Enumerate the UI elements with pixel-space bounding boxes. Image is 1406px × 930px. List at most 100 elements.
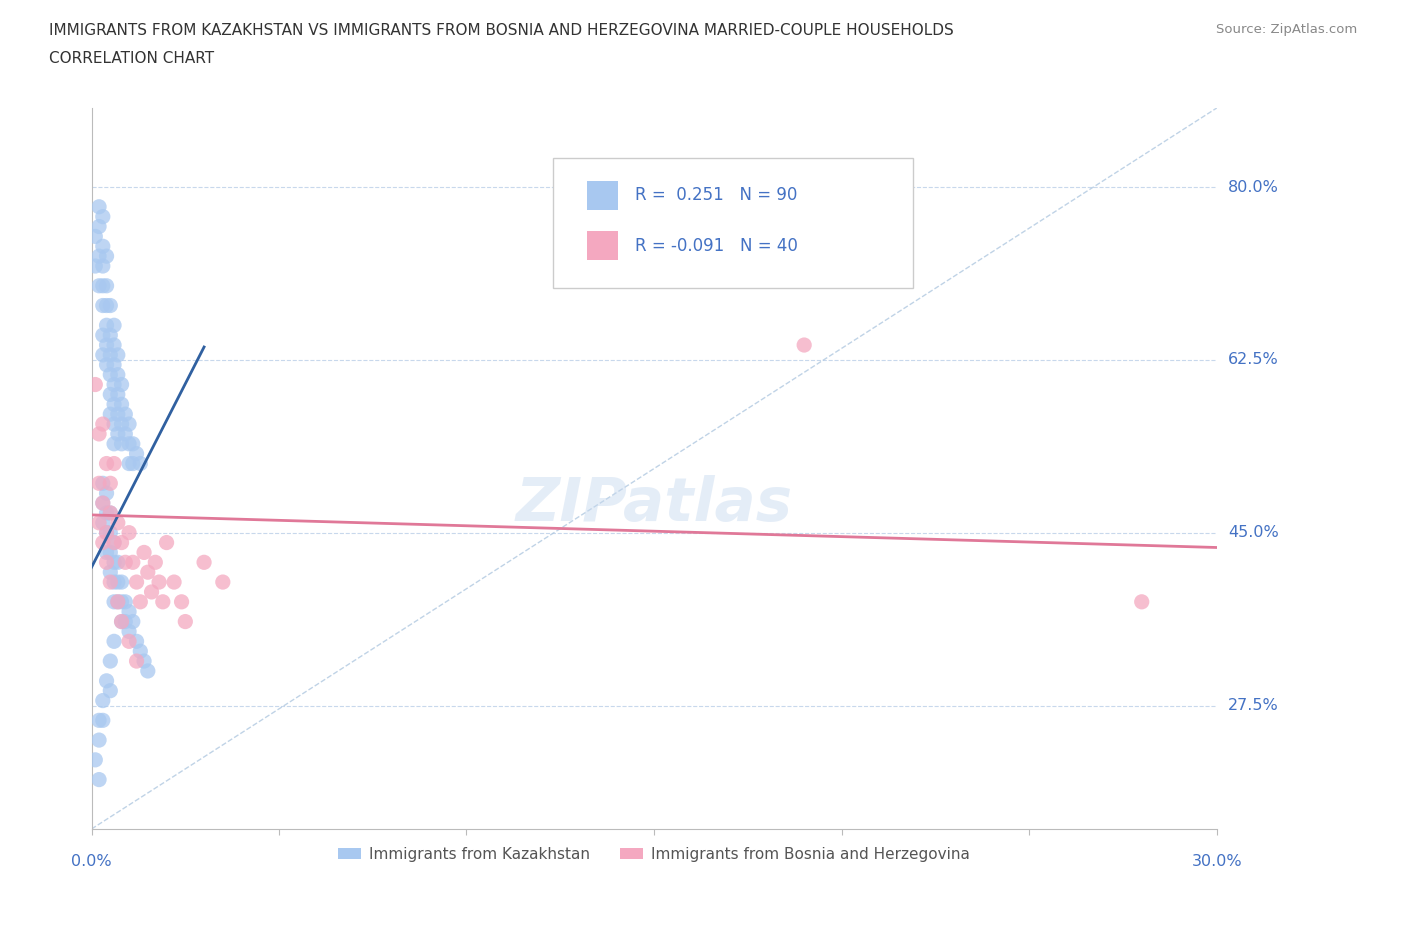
Text: 80.0%: 80.0% [1227,179,1279,194]
Point [98,348,121,363]
Point [91,348,114,363]
Point [91,239,114,254]
Point [121,614,143,629]
Point [103,417,125,432]
Point [103,377,125,392]
Point [107,387,129,402]
Point [118,525,141,540]
Point [121,555,143,570]
Text: 30.0%: 30.0% [1191,854,1241,869]
Point [96,456,118,471]
Point [84,377,107,392]
FancyBboxPatch shape [553,158,912,288]
Text: 45.0%: 45.0% [1227,525,1278,540]
Point [174,614,197,629]
Point [84,259,107,273]
Point [148,575,170,590]
Point [96,525,118,540]
Text: ZIPatlas: ZIPatlas [516,475,793,534]
Point [107,348,129,363]
Point [98,387,121,402]
Point [110,417,132,432]
Point [114,594,136,609]
Point [103,338,125,352]
Point [98,575,121,590]
Point [96,299,118,313]
Point [91,417,114,432]
Point [103,357,125,372]
Point [96,555,118,570]
Point [98,506,121,521]
Point [103,575,125,590]
Point [132,545,155,560]
Point [103,436,125,451]
Point [87,219,110,234]
Point [110,397,132,412]
Text: 0.0%: 0.0% [72,854,112,869]
Point [114,427,136,442]
Point [98,299,121,313]
FancyBboxPatch shape [586,180,619,209]
Point [103,634,125,649]
Point [107,575,129,590]
Point [193,555,215,570]
Point [96,248,118,263]
Point [87,278,110,293]
Point [110,377,132,392]
Point [143,555,166,570]
Point [98,367,121,382]
Point [103,397,125,412]
Point [125,446,148,461]
Text: 62.5%: 62.5% [1227,352,1278,367]
Point [107,594,129,609]
Point [96,485,118,500]
Point [125,575,148,590]
Point [87,772,110,787]
Point [87,199,110,214]
Point [107,406,129,421]
Point [96,338,118,352]
Point [98,684,121,698]
Point [96,318,118,333]
Text: 27.5%: 27.5% [1227,698,1278,713]
Point [155,535,177,550]
Legend: Immigrants from Kazakhstan, Immigrants from Bosnia and Herzegovina: Immigrants from Kazakhstan, Immigrants f… [332,841,976,869]
Point [98,476,121,491]
Text: CORRELATION CHART: CORRELATION CHART [49,51,214,66]
Text: Source: ZipAtlas.com: Source: ZipAtlas.com [1216,23,1357,36]
FancyBboxPatch shape [586,232,619,260]
Point [103,535,125,550]
Point [84,752,107,767]
Point [163,575,186,590]
Point [96,357,118,372]
Point [1130,594,1153,609]
Point [118,436,141,451]
Text: IMMIGRANTS FROM KAZAKHSTAN VS IMMIGRANTS FROM BOSNIA AND HERZEGOVINA MARRIED-COU: IMMIGRANTS FROM KAZAKHSTAN VS IMMIGRANTS… [49,23,953,38]
Point [121,456,143,471]
Point [96,506,118,521]
Point [114,614,136,629]
Point [118,604,141,619]
Point [96,278,118,293]
Point [110,594,132,609]
Point [110,436,132,451]
Point [96,673,118,688]
Point [107,427,129,442]
Point [110,575,132,590]
Point [91,259,114,273]
Point [118,624,141,639]
Point [129,456,152,471]
Point [107,594,129,609]
Point [118,456,141,471]
Point [170,594,193,609]
Point [110,535,132,550]
Point [87,733,110,748]
Point [91,693,114,708]
Point [107,515,129,530]
Point [129,594,152,609]
Point [114,406,136,421]
Point [87,515,110,530]
Point [114,555,136,570]
Point [152,594,174,609]
Point [98,506,121,521]
